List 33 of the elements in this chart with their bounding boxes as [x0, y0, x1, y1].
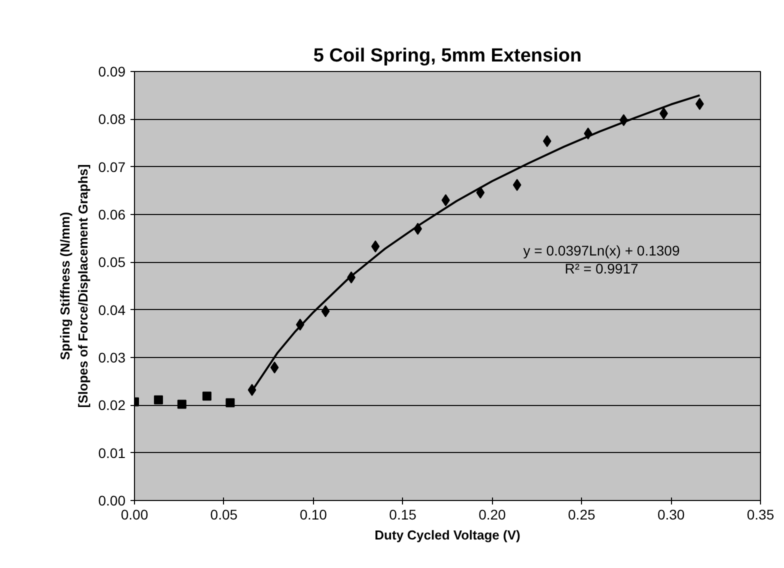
- point: [202, 392, 212, 401]
- point: [270, 362, 279, 374]
- x-axis-title: Duty Cycled Voltage (V): [374, 528, 520, 542]
- y-tick-label: 0.04: [98, 302, 126, 318]
- y-tick-label: 0.02: [98, 397, 126, 414]
- annotation: y = 0.0397Ln(x) + 0.1309: [523, 242, 680, 258]
- y-tick-label: 0.08: [98, 111, 126, 128]
- point: [512, 178, 522, 191]
- point: [542, 135, 552, 148]
- point: [476, 186, 485, 199]
- point: [371, 240, 380, 252]
- y-tick-label: 0.03: [98, 350, 126, 366]
- y-tick-label: 0.06: [98, 206, 126, 222]
- point: [177, 400, 186, 409]
- chart-title: 5 Coil Spring, 5mm Extension: [313, 46, 582, 66]
- x-tick-label: 0.15: [389, 506, 417, 522]
- x-tick-label: 0.35: [746, 506, 774, 522]
- x-tick-label: 0.30: [657, 506, 685, 522]
- x-tick-label: 0.10: [300, 506, 328, 522]
- y-tick-label: 0.09: [98, 64, 126, 80]
- point: [226, 398, 235, 408]
- x-tick-label: 0.25: [568, 506, 596, 522]
- y-tick-label: 0.01: [98, 444, 126, 461]
- point: [154, 395, 163, 404]
- y-axis-title: Spring Stiffness (N/mm) [Slopes of Force/Displacement Graphs]: [57, 164, 90, 408]
- y-tick-label: 0.07: [98, 158, 126, 175]
- point: [321, 305, 330, 318]
- x-tick-label: 0.20: [478, 506, 506, 522]
- annotation: R² = 0.9917: [564, 260, 638, 276]
- x-tick-label: 0.00: [120, 506, 148, 522]
- y-tick-label: 0.00: [98, 492, 126, 508]
- x-tick-label: 0.05: [210, 506, 238, 522]
- y-tick-label: 0.05: [98, 254, 126, 270]
